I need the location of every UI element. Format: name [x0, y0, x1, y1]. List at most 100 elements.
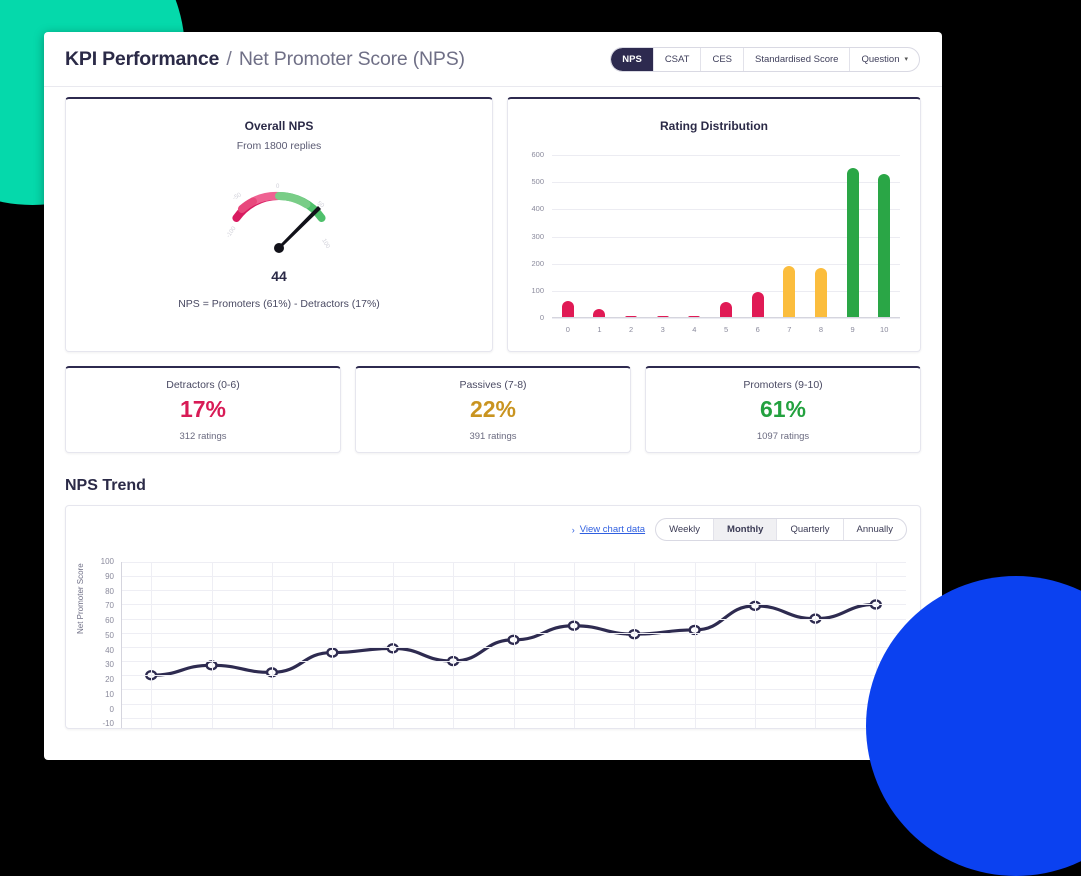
trend-y-tick: 30	[105, 660, 114, 670]
range-monthly[interactable]: Monthly	[713, 519, 777, 540]
bar-x-tick: 10	[880, 325, 889, 334]
range-quarterly[interactable]: Quarterly	[776, 519, 842, 540]
bar-x-tick: 5	[723, 325, 729, 334]
trend-vgridline	[211, 562, 213, 728]
bar[interactable]	[720, 302, 733, 318]
bar-gridline	[552, 155, 900, 156]
trend-y-tick: 70	[105, 601, 114, 611]
bar-x-tick: 7	[787, 325, 792, 334]
bar-y-tick: 300	[531, 231, 544, 241]
svg-text:-50: -50	[232, 192, 243, 202]
bar[interactable]	[561, 301, 574, 318]
overall-nps-card: Overall NPS From 1800 replies -100	[65, 97, 493, 352]
bar-gridline	[552, 209, 900, 211]
bar-column[interactable]	[552, 155, 584, 318]
bar[interactable]	[783, 265, 796, 318]
trend-y-axis-title: Net Promoter Score	[76, 563, 85, 634]
trend-vgridline	[332, 562, 334, 728]
bar-x-tick: 2	[629, 325, 634, 334]
trend-y-tick: 20	[105, 675, 114, 685]
bar-column[interactable]	[742, 155, 774, 318]
trend-plot-area	[121, 562, 906, 728]
overall-nps-formula: NPS = Promoters (61%) - Detractors (17%)	[178, 298, 380, 310]
top-row: Overall NPS From 1800 replies -100	[65, 97, 921, 352]
bar-x-tick-labels: 0 1 2 3 4 5 6 7 8 9 10	[552, 325, 900, 334]
tab-standardised-score[interactable]: Standardised Score	[743, 47, 849, 71]
page-title-sub: Net Promoter Score (NPS)	[238, 47, 465, 70]
tab-question-label: Question	[861, 53, 900, 65]
stat-sublabel: 391 ratings	[469, 430, 517, 442]
bar[interactable]	[688, 315, 701, 318]
bar-column[interactable]	[868, 155, 900, 318]
page-title-main: KPI Performance	[65, 47, 220, 70]
bar-series	[552, 155, 900, 318]
chevron-down-icon: ▾	[904, 56, 908, 63]
app-window: KPI Performance / Net Promoter Score (NP…	[44, 32, 942, 760]
nps-breakdown-row: Detractors (0-6) 17% 312 ratings Passive…	[65, 366, 921, 453]
stat-label: Promoters (9-10)	[743, 378, 823, 391]
bar-column[interactable]	[837, 155, 869, 318]
svg-text:50: 50	[316, 201, 325, 210]
bar-column[interactable]	[773, 155, 805, 318]
overall-nps-title: Overall NPS	[244, 119, 314, 133]
tab-csat[interactable]: CSAT	[652, 47, 701, 71]
trend-y-axis	[121, 562, 122, 728]
trend-vgridline	[392, 562, 394, 728]
bar[interactable]	[878, 174, 891, 318]
bar-y-tick: 0	[539, 313, 544, 322]
nps-trend-chart: Net Promoter Score 100 90 80 70 60 50 40 30 20 10…	[66, 554, 920, 728]
trend-y-tick: 60	[105, 616, 114, 626]
tab-ces[interactable]: CES	[700, 47, 743, 71]
bar-x-axis	[552, 317, 900, 318]
trend-y-tick: 90	[105, 571, 114, 581]
trend-vgridline	[453, 562, 455, 728]
tab-question[interactable]: Question ▾	[849, 47, 919, 71]
nps-trend-heading: NPS Trend	[65, 477, 146, 494]
bar-gridline	[552, 290, 900, 292]
range-weekly[interactable]: Weekly	[669, 524, 701, 535]
trend-range-tabs[interactable]: Weekly Monthly Quarterly Annually	[655, 518, 907, 541]
bar-x-tick: 3	[660, 325, 665, 334]
rating-distribution-title: Rating Distribution	[660, 119, 768, 133]
range-annually[interactable]: Annually	[842, 519, 906, 540]
bar-x-tick: 8	[818, 325, 824, 334]
stat-value: 22%	[469, 395, 517, 422]
nps-trend-card: › View chart data Weekly Monthly Quarter…	[65, 505, 921, 729]
bar-column[interactable]	[805, 155, 837, 318]
view-chart-data-link[interactable]: › View chart data	[572, 524, 645, 535]
bar-plot-area	[552, 155, 900, 319]
svg-text:-100: -100	[226, 225, 238, 239]
stat-value: 61%	[759, 395, 807, 422]
bar-y-tick: 100	[531, 285, 544, 295]
svg-text:100: 100	[320, 238, 331, 250]
gauge-svg: -100 -50 0 50 100	[226, 184, 331, 253]
bar-column[interactable]	[615, 155, 647, 318]
trend-vgridline	[694, 562, 696, 728]
bar-column[interactable]	[679, 155, 711, 318]
trend-vgridline	[573, 562, 575, 728]
bar[interactable]	[814, 267, 827, 318]
bar-column[interactable]	[647, 155, 679, 318]
trend-y-tick: 10	[105, 689, 114, 699]
trend-y-tick: 50	[105, 630, 114, 640]
trend-controls: › View chart data Weekly Monthly Quarter…	[572, 518, 907, 541]
tab-nps[interactable]: NPS	[611, 47, 653, 71]
trend-vgridline	[151, 562, 153, 728]
bar-column[interactable]	[584, 155, 616, 318]
bar-y-tick: 600	[531, 150, 544, 159]
stat-label: Detractors (0-6)	[166, 378, 240, 391]
chevron-right-icon: ›	[571, 524, 575, 535]
bar[interactable]	[846, 167, 859, 318]
page-header: KPI Performance / Net Promoter Score (NP…	[44, 32, 942, 87]
bar-x-tick: 1	[597, 325, 602, 334]
bar[interactable]	[751, 291, 764, 318]
trend-vgridline	[755, 562, 757, 728]
bar-column[interactable]	[710, 155, 742, 318]
trend-y-tick: 40	[105, 645, 114, 655]
trend-y-tick: 0	[109, 704, 114, 714]
stat-label: Passives (7-8)	[459, 378, 527, 391]
metric-tabs[interactable]: NPS CSAT CES Standardised Score Question…	[610, 46, 920, 72]
overall-nps-subtitle: From 1800 replies	[236, 140, 322, 152]
bar-x-tick: 9	[850, 325, 855, 334]
bar[interactable]	[593, 308, 606, 318]
